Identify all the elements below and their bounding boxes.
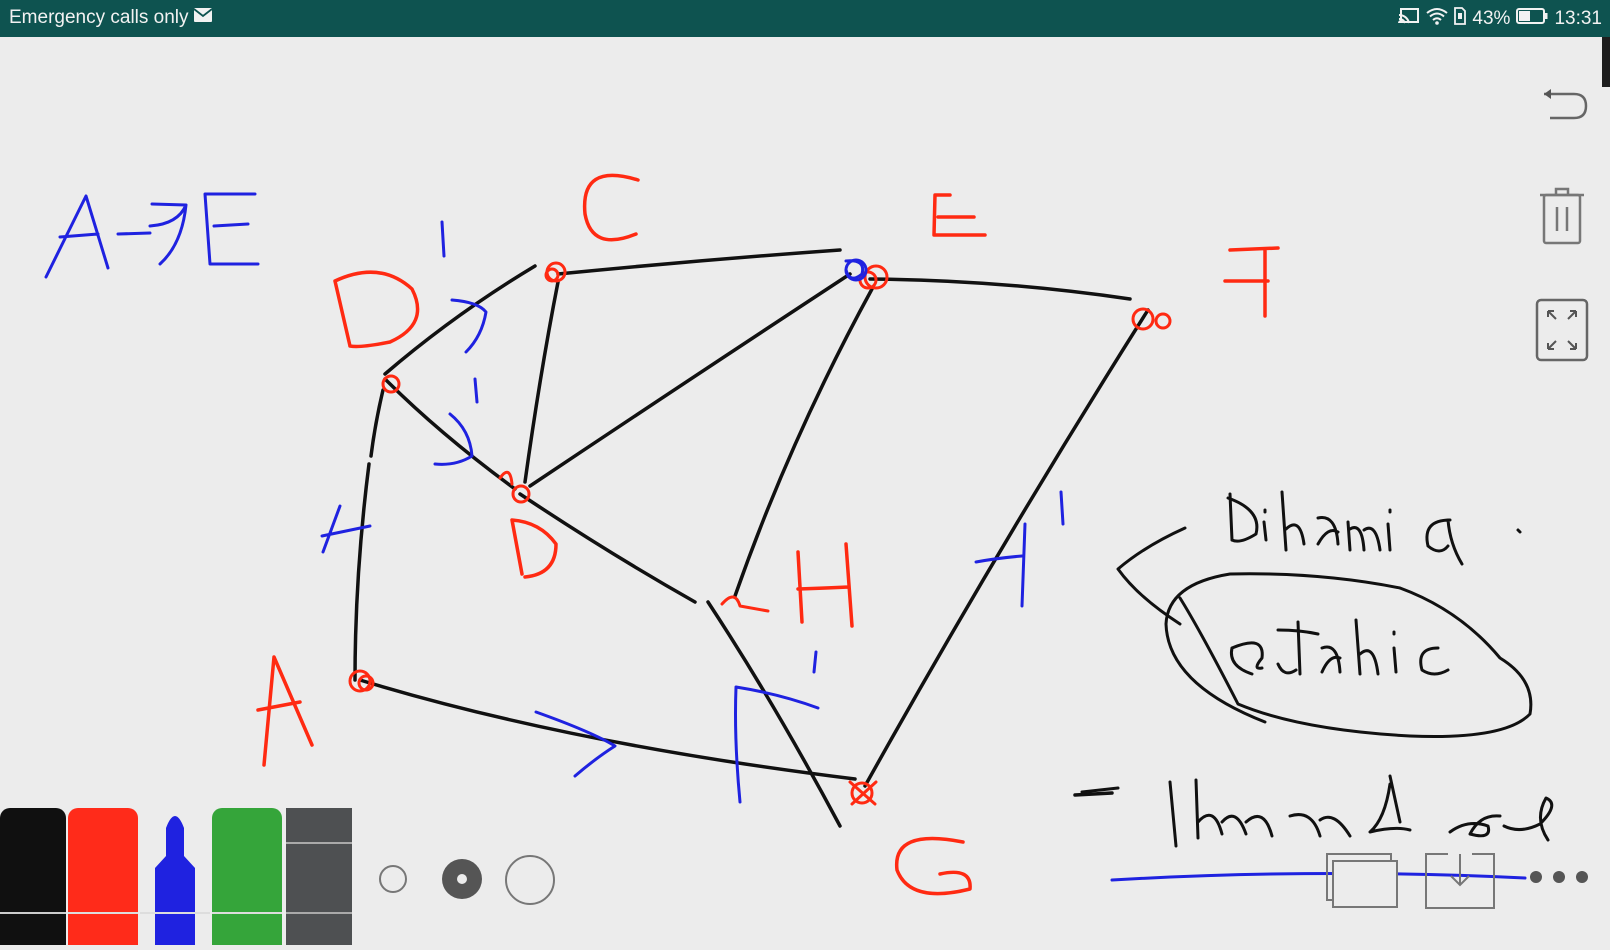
save-icon[interactable]: [1424, 852, 1496, 910]
battery-icon: [1516, 8, 1548, 30]
pen-blue[interactable]: [140, 808, 210, 945]
undo-icon[interactable]: [1534, 78, 1590, 134]
status-bar: Emergency calls only 43% 13:31: [0, 0, 1610, 37]
status-right: 43% 13:31: [1398, 7, 1602, 31]
sim-icon: [1454, 7, 1466, 31]
cast-icon: [1398, 7, 1420, 31]
pen-red[interactable]: [68, 808, 138, 945]
stroke-size-large[interactable]: [505, 855, 555, 905]
fullscreen-icon[interactable]: [1534, 302, 1590, 358]
battery-percent: 43%: [1472, 8, 1510, 30]
pen-black[interactable]: [0, 808, 66, 945]
stroke-size-small[interactable]: [379, 865, 407, 893]
more-icon[interactable]: [1528, 862, 1590, 892]
wifi-icon: [1426, 7, 1448, 31]
trash-icon[interactable]: [1534, 187, 1590, 243]
vertex-letters: [258, 175, 1278, 893]
status-left: Emergency calls only: [9, 7, 213, 29]
carrier-status-text: Emergency calls only: [9, 7, 189, 29]
scroll-indicator[interactable]: [1602, 37, 1610, 87]
eraser-tool[interactable]: [286, 808, 352, 945]
graph-edges: [355, 250, 1148, 826]
pen-palette: [0, 808, 356, 945]
pen-green[interactable]: [212, 808, 282, 945]
handwritten-notes: [1082, 492, 1552, 846]
stroke-size-medium[interactable]: [442, 859, 482, 899]
pages-icon[interactable]: [1325, 852, 1400, 910]
clock: 13:31: [1554, 8, 1602, 30]
mail-icon: [193, 7, 213, 29]
